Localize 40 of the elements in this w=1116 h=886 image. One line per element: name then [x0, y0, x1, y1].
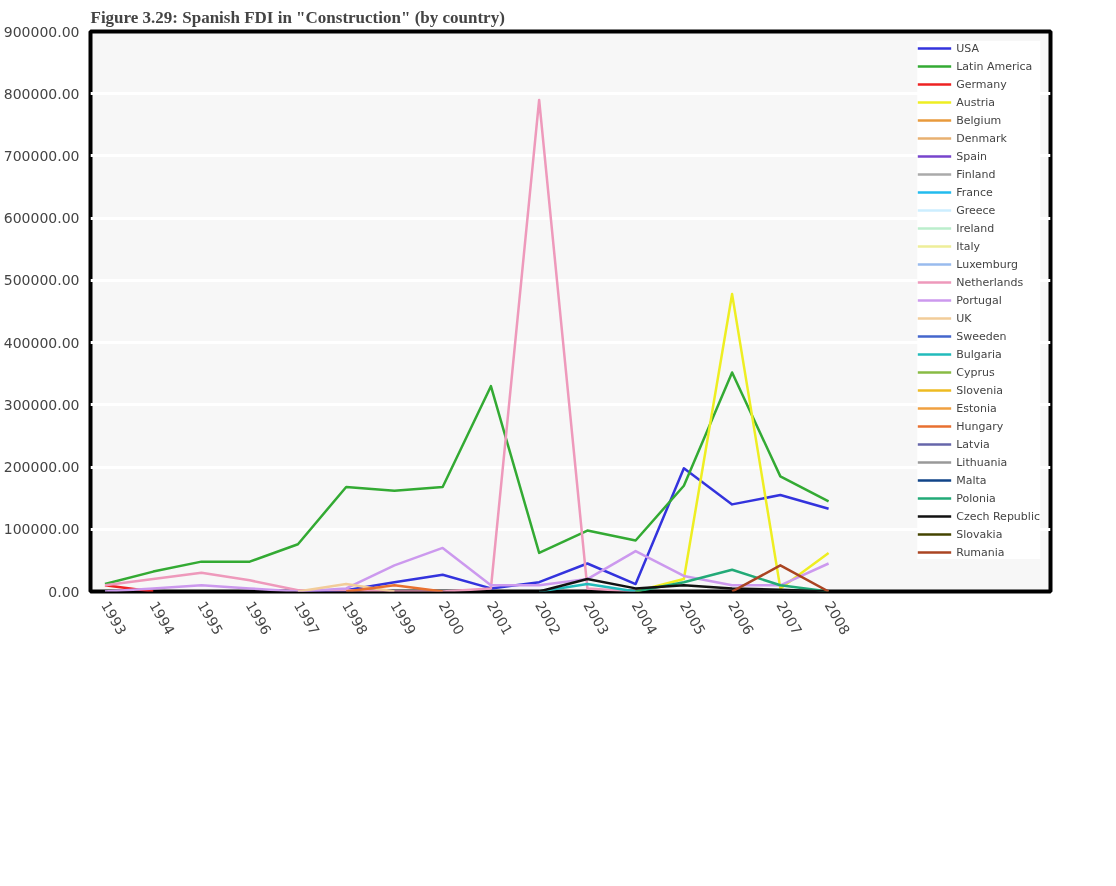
- legend-label: Latin America: [956, 59, 1033, 73]
- legend-label: Malta: [956, 473, 987, 487]
- y-tick-label: 300000.00: [3, 396, 80, 413]
- legend-label: Portugal: [956, 293, 1002, 307]
- y-tick-label: 700000.00: [3, 147, 80, 164]
- legend-label: Sweeden: [956, 329, 1007, 343]
- legend-label: Luxemburg: [956, 257, 1019, 271]
- y-tick-label: 900000.00: [3, 23, 80, 40]
- legend-label: Polonia: [956, 491, 996, 505]
- legend-label: Austria: [956, 95, 996, 109]
- legend-label: France: [956, 185, 993, 199]
- legend-label: Spain: [956, 149, 987, 163]
- legend-label: Ireland: [956, 221, 995, 235]
- legend-label: Hungary: [956, 419, 1004, 433]
- legend-label: USA: [956, 41, 979, 55]
- legend-label: Belgium: [956, 113, 1002, 127]
- legend-label: Bulgaria: [956, 347, 1002, 361]
- y-tick-label: 800000.00: [3, 85, 80, 102]
- y-tick-label: 600000.00: [3, 210, 80, 227]
- legend-label: Netherlands: [956, 275, 1024, 289]
- legend-label: Denmark: [956, 131, 1007, 145]
- legend-label: Greece: [956, 203, 996, 217]
- legend-label: Estonia: [956, 401, 997, 415]
- y-tick-label: 100000.00: [3, 521, 80, 538]
- legend-label: Finland: [956, 167, 996, 181]
- legend-label: Lithuania: [956, 455, 1008, 469]
- legend-label: Slovakia: [956, 527, 1003, 541]
- legend-label: Cyprus: [956, 365, 995, 379]
- y-tick-label: 400000.00: [3, 334, 80, 351]
- y-tick-label: 0.00: [48, 583, 80, 600]
- y-tick-label: 500000.00: [3, 272, 80, 289]
- legend-label: Rumania: [956, 545, 1005, 559]
- legend-label: Slovenia: [956, 383, 1004, 397]
- chart-title: Figure 3.29: Spanish FDI in "Construction" (by country): [90, 7, 505, 27]
- legend-label: UK: [956, 311, 973, 325]
- y-tick-label: 200000.00: [3, 459, 80, 476]
- legend-label: Italy: [956, 239, 981, 253]
- legend-label: Latvia: [956, 437, 990, 451]
- legend-label: Germany: [956, 77, 1007, 91]
- legend-label: Czech Republic: [956, 509, 1040, 523]
